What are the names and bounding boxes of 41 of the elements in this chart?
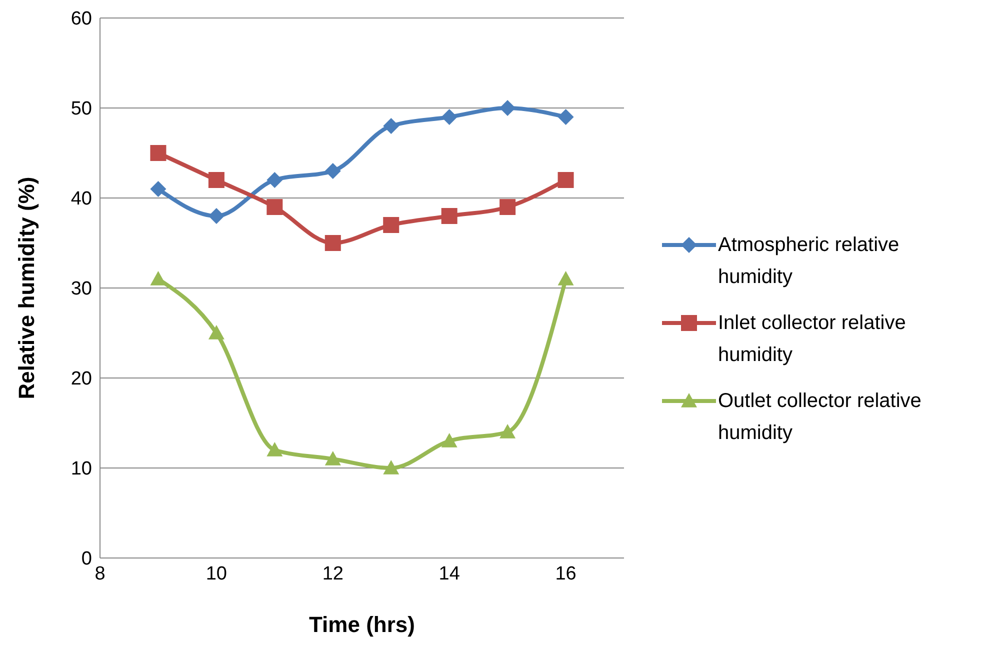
- point: [266, 172, 283, 188]
- point: [500, 199, 516, 215]
- y-tick-label: 0: [81, 548, 92, 570]
- point: [558, 271, 574, 286]
- point: [383, 217, 400, 233]
- point: [208, 208, 224, 224]
- x-tick-label: 14: [438, 563, 460, 584]
- legend-label: Atmospheric relative humidity: [718, 233, 900, 290]
- point: [324, 451, 341, 466]
- point: [558, 172, 574, 188]
- point: [324, 235, 341, 251]
- y-tick-label: 20: [70, 368, 92, 390]
- point: [500, 100, 516, 116]
- point: [208, 325, 224, 340]
- x-tick-label: 10: [206, 563, 228, 584]
- x-tick-label: 8: [94, 563, 106, 584]
- x-axis-title: Time (hrs): [309, 612, 415, 637]
- y-axis-title: Relative humidity (%): [14, 176, 39, 400]
- point: [150, 145, 166, 161]
- point: [383, 460, 400, 474]
- point: [441, 208, 458, 224]
- legend-label: Inlet collector relative humidity: [718, 311, 907, 368]
- point: [383, 118, 400, 134]
- y-tick-label: 10: [70, 458, 92, 480]
- x-tick-label: 16: [555, 563, 576, 584]
- point: [324, 163, 341, 179]
- y-tick-label: 60: [70, 8, 92, 30]
- legend-label: Outlet collector relative humidity: [718, 389, 922, 446]
- point: [266, 442, 283, 456]
- point: [208, 172, 224, 188]
- y-tick-label: 40: [70, 188, 92, 210]
- point: [150, 181, 166, 197]
- point: [266, 199, 283, 215]
- point: [558, 109, 574, 125]
- point: [441, 433, 458, 448]
- y-tick-label: 30: [70, 278, 92, 300]
- point: [441, 109, 458, 125]
- y-tick-label: 50: [70, 98, 92, 120]
- x-tick-label: 12: [322, 563, 344, 584]
- point: [500, 424, 516, 438]
- point: [150, 271, 166, 286]
